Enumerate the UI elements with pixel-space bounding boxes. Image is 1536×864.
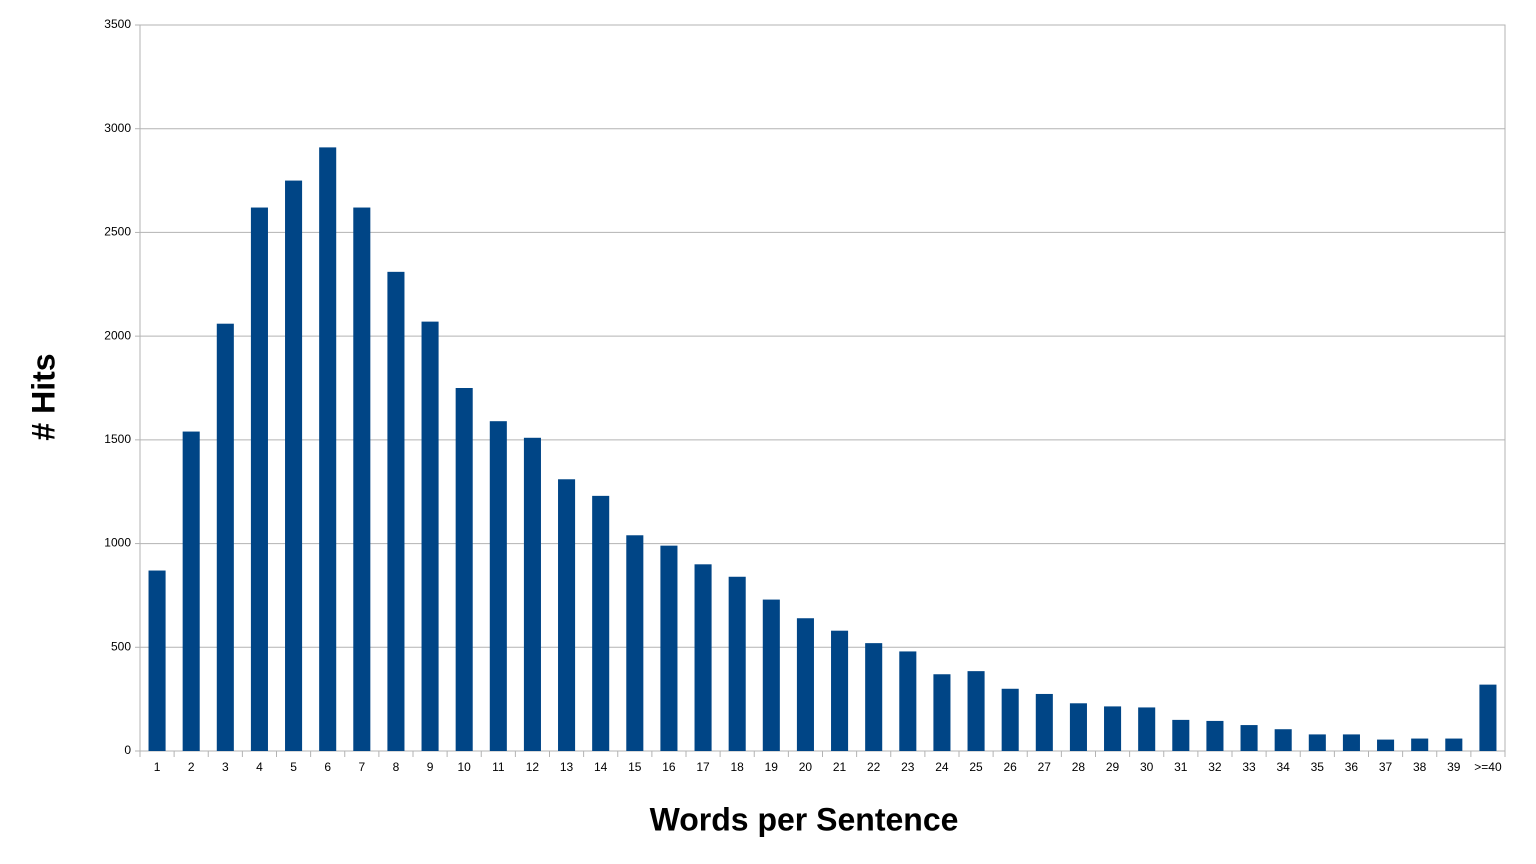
x-tick-label: 14	[594, 760, 608, 774]
bar	[728, 576, 746, 751]
bar	[1342, 734, 1360, 751]
bar	[148, 570, 166, 751]
x-tick-label: 8	[393, 760, 400, 774]
bar	[1445, 738, 1463, 751]
x-tick-label: 10	[458, 760, 472, 774]
bar	[285, 180, 303, 752]
x-tick-label: >=40	[1474, 760, 1502, 774]
bar	[1240, 725, 1258, 751]
bar	[1001, 688, 1019, 751]
bar	[1274, 729, 1292, 751]
x-tick-label: 2	[188, 760, 195, 774]
bar	[1206, 720, 1224, 751]
bar	[762, 599, 780, 751]
bar	[831, 630, 849, 751]
y-tick-label: 500	[111, 639, 131, 653]
bar	[1069, 703, 1087, 751]
y-tick-label: 2500	[104, 225, 131, 239]
x-tick-label: 20	[799, 760, 813, 774]
x-tick-label: 39	[1447, 760, 1461, 774]
bar	[558, 479, 576, 751]
bar	[796, 618, 814, 751]
x-tick-label: 5	[290, 760, 297, 774]
y-tick-label: 1500	[104, 432, 131, 446]
x-tick-label: 36	[1345, 760, 1359, 774]
x-tick-label: 4	[256, 760, 263, 774]
y-tick-label: 1000	[104, 536, 131, 550]
bar	[387, 271, 405, 751]
bar	[455, 388, 473, 751]
bar	[319, 147, 337, 751]
x-tick-label: 18	[731, 760, 745, 774]
bar	[865, 643, 883, 751]
x-tick-label: 9	[427, 760, 434, 774]
x-tick-label: 21	[833, 760, 847, 774]
bar	[1172, 719, 1190, 751]
bar	[1479, 684, 1497, 751]
bar	[523, 437, 541, 751]
bar	[250, 207, 268, 752]
y-tick-label: 3000	[104, 121, 131, 135]
bar	[626, 535, 644, 751]
x-tick-label: 31	[1174, 760, 1188, 774]
y-tick-label: 3500	[104, 17, 131, 31]
x-tick-label: 38	[1413, 760, 1427, 774]
x-axis-title: Words per Sentence	[650, 801, 959, 837]
bar	[1411, 738, 1429, 751]
x-tick-label: 15	[628, 760, 642, 774]
x-tick-label: 11	[492, 760, 505, 774]
x-tick-label: 28	[1072, 760, 1086, 774]
bar	[899, 651, 917, 751]
bar	[660, 545, 678, 751]
bar	[933, 674, 951, 751]
bar	[421, 321, 439, 751]
bar	[592, 495, 610, 751]
bar	[353, 207, 371, 752]
y-tick-label: 2000	[104, 328, 131, 342]
bar	[182, 431, 200, 751]
plot-border	[139, 24, 1506, 752]
bar	[967, 671, 985, 751]
x-tick-label: 22	[867, 760, 881, 774]
x-tick-label: 37	[1379, 760, 1393, 774]
x-tick-label: 3	[222, 760, 229, 774]
x-tick-label: 6	[324, 760, 331, 774]
x-tick-label: 17	[696, 760, 710, 774]
x-tick-label: 23	[901, 760, 915, 774]
x-tick-label: 26	[1004, 760, 1018, 774]
bar	[216, 323, 234, 751]
bar	[1104, 706, 1122, 751]
x-tick-label: 29	[1106, 760, 1120, 774]
x-tick-label: 7	[358, 760, 365, 774]
bar	[1138, 707, 1156, 751]
bar	[1377, 739, 1395, 751]
x-tick-label: 33	[1242, 760, 1256, 774]
x-tick-label: 27	[1038, 760, 1052, 774]
x-tick-label: 24	[935, 760, 949, 774]
x-tick-label: 12	[526, 760, 540, 774]
x-tick-label: 30	[1140, 760, 1154, 774]
x-tick-label: 25	[969, 760, 983, 774]
y-axis-title: # Hits	[25, 353, 61, 440]
x-tick-label: 13	[560, 760, 574, 774]
bar	[1308, 734, 1326, 751]
x-tick-label: 34	[1277, 760, 1291, 774]
bar	[489, 421, 507, 751]
bar	[694, 564, 712, 751]
y-tick-label: 0	[124, 743, 131, 757]
bar	[1035, 693, 1053, 751]
x-tick-label: 35	[1311, 760, 1325, 774]
x-tick-label: 19	[765, 760, 779, 774]
x-tick-label: 16	[662, 760, 676, 774]
x-tick-label: 32	[1208, 760, 1222, 774]
x-tick-label: 1	[154, 760, 161, 774]
